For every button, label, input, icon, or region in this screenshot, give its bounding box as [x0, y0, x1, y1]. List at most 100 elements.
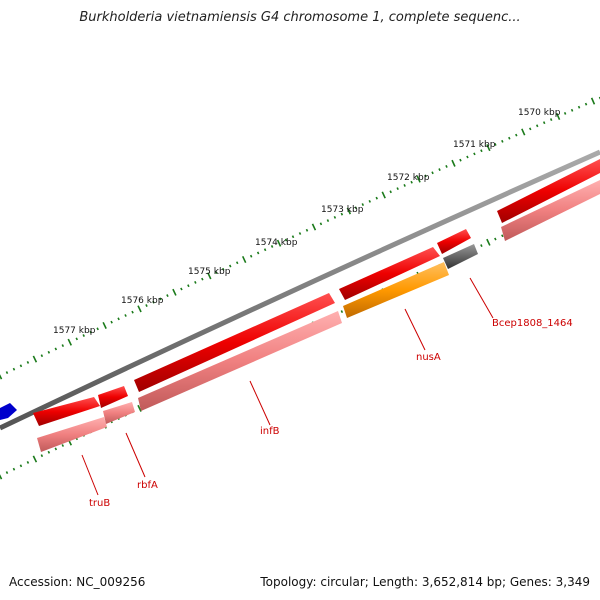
blue-feature	[0, 403, 17, 420]
cds-arrow	[497, 159, 600, 223]
ruler-minor-tick	[180, 287, 183, 291]
ruler-outer	[0, 96, 600, 380]
ruler-minor-tick	[535, 124, 539, 128]
ruler-minor-tick	[508, 136, 511, 140]
ruler-minor-tick	[396, 187, 399, 191]
ruler-label: 1570 kbp	[518, 108, 561, 118]
ruler-minor-tick	[215, 271, 218, 274]
ruler-minor-tick	[389, 190, 392, 194]
backbone-arc	[0, 149, 600, 431]
cds-arrow	[33, 397, 100, 426]
ruler-label: 1572 kbp	[387, 173, 430, 183]
ruler-major-tick	[32, 455, 38, 463]
ruler-minor-tick	[368, 199, 371, 203]
ruler-minor-tick	[26, 361, 30, 364]
ruler-major-tick	[381, 191, 386, 199]
gene-bar-infB	[138, 311, 342, 411]
ruler-minor-tick	[438, 168, 441, 172]
gene-bar-rbfA	[103, 402, 135, 424]
ruler-minor-tick	[410, 180, 413, 184]
gene-label-truB: truB	[89, 498, 110, 509]
ruler-minor-tick	[501, 234, 504, 238]
ruler-minor-tick	[228, 264, 232, 268]
ruler-minor-tick	[340, 310, 344, 314]
gene-label-Bcep1808_1464: Bcep1808_1464	[492, 318, 573, 329]
ruler-minor-tick	[291, 235, 295, 239]
ruler-minor-tick	[431, 171, 434, 175]
ruler-minor-tick	[159, 297, 162, 301]
ruler-minor-tick	[249, 254, 253, 258]
ruler-minor-tick	[19, 464, 23, 468]
ruler-minor-tick	[235, 261, 239, 265]
ruler-major-tick	[311, 223, 317, 231]
ruler-minor-tick	[40, 354, 44, 358]
ruler-minor-tick	[333, 215, 337, 219]
ruler-label: 1576 kbp	[121, 296, 164, 306]
ruler-minor-tick	[563, 111, 567, 115]
ruler-minor-tick	[375, 196, 378, 200]
ruler-minor-tick	[361, 203, 365, 206]
ruler-major-tick	[172, 288, 177, 296]
ruler-minor-tick	[570, 108, 574, 112]
ruler-minor-tick	[494, 143, 497, 146]
ruler-minor-tick	[256, 251, 260, 255]
ruler-major-tick	[486, 144, 491, 152]
ruler-minor-tick	[201, 277, 204, 281]
ruler-label: 1577 kbp	[53, 326, 96, 336]
ruler-minor-tick	[222, 267, 225, 271]
ruler-major-tick	[416, 175, 421, 183]
gene-bar-nusA	[343, 262, 449, 318]
ruler-minor-tick	[494, 237, 497, 241]
ruler-minor-tick	[26, 461, 30, 464]
gene-bar-Bcep1808_1464	[443, 244, 478, 269]
ruler-major-tick	[0, 374, 3, 380]
ruler-minor-tick	[270, 245, 274, 248]
ruler-minor-tick	[194, 280, 197, 284]
ruler-minor-tick	[501, 139, 504, 143]
ruler-major-tick	[102, 321, 107, 329]
ruler-minor-tick	[305, 228, 309, 232]
ruler-label: 1573 kbp	[321, 205, 364, 215]
ruler-minor-tick	[5, 371, 9, 375]
ruler-minor-tick	[110, 320, 113, 324]
ruler-minor-tick	[75, 337, 78, 341]
ruler-minor-tick	[12, 367, 16, 371]
ruler-major-tick	[207, 272, 212, 280]
ruler-major-tick	[276, 239, 282, 247]
ruler-minor-tick	[403, 184, 406, 187]
ruler-major-tick	[555, 112, 561, 121]
gene-labels: truB rbfA infB nusA Bcep1808_1464	[89, 318, 573, 509]
ruler-major-tick	[67, 338, 73, 346]
ruler-minor-tick	[47, 350, 51, 354]
gene-bar	[501, 180, 600, 241]
ruler-minor-tick	[12, 467, 16, 471]
ruler-minor-tick	[445, 165, 448, 168]
ruler-minor-tick	[319, 222, 323, 226]
topology-text: Topology: circular; Length: 3,652,814 bp…	[260, 575, 590, 589]
ruler-major-tick	[521, 128, 526, 136]
ruler-minor-tick	[284, 238, 288, 242]
ruler-minor-tick	[5, 471, 9, 475]
ruler-minor-tick	[131, 310, 134, 314]
ruler-minor-tick	[529, 127, 532, 131]
ruler-label: 1574 kbp	[255, 238, 298, 248]
ruler-minor-tick	[117, 317, 120, 321]
ruler-major-tick	[241, 255, 247, 263]
ruler-major-tick	[590, 97, 596, 105]
ruler-minor-tick	[61, 344, 65, 348]
cds-arrow	[98, 386, 128, 408]
ruler-minor-tick	[89, 330, 92, 334]
ruler-minor-tick	[187, 284, 190, 288]
cds-arrow	[339, 247, 440, 300]
cds-arrow	[437, 229, 471, 254]
ruler-minor-tick	[473, 152, 476, 156]
ruler-minor-tick	[82, 334, 85, 337]
ruler-minor-tick	[549, 118, 553, 122]
ruler-label: 1575 kbp	[188, 267, 231, 277]
ruler-minor-tick	[54, 347, 58, 351]
ruler-minor-tick	[424, 174, 427, 178]
ruler-minor-tick	[480, 244, 483, 248]
ruler-major-tick	[451, 159, 456, 167]
label-callouts	[81, 277, 494, 496]
ruler-major-tick	[346, 207, 352, 215]
